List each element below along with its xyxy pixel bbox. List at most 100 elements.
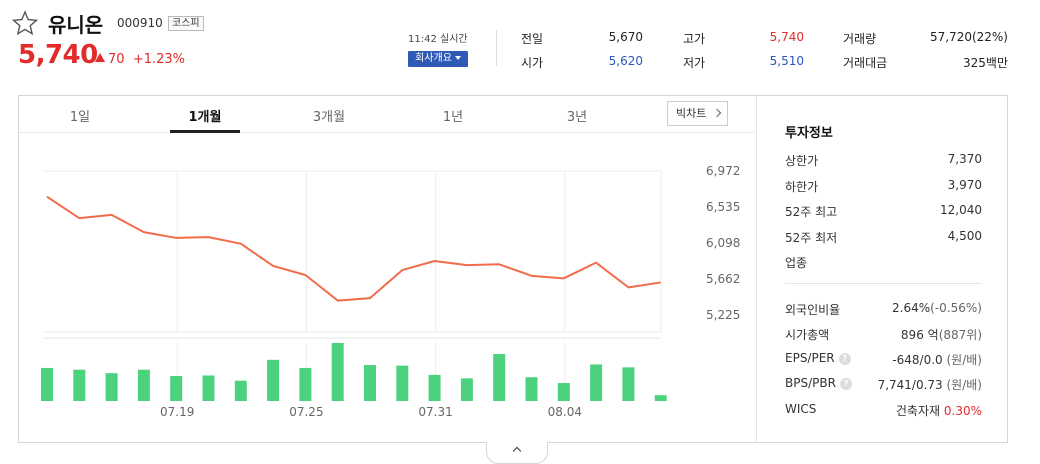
invest-label-wics: WICS [785, 402, 817, 416]
big-chart-button[interactable]: 빅차트 [667, 101, 728, 126]
price-line [46, 195, 661, 302]
company-overview-button[interactable]: 회사개요 [408, 51, 468, 67]
divider [756, 96, 757, 442]
invest-value-lower-limit: 3,970 [947, 178, 982, 192]
summary-value-low: 5,510 [769, 54, 804, 68]
volume-bar [590, 364, 603, 401]
invest-value-52w-high: 12,040 [940, 203, 982, 217]
wics-change: 0.30% [943, 404, 982, 418]
divider [785, 283, 981, 284]
tab-1d[interactable]: 1일 [69, 110, 91, 125]
tab-1y[interactable]: 1년 [442, 110, 464, 125]
summary-value-high: 5,740 [769, 30, 804, 44]
volume-bar [331, 343, 344, 401]
price-change: 70 +1.23% [95, 52, 185, 67]
invest-label-foreign-ratio: 외국인비율 [785, 303, 841, 317]
stock-code: 000910 [117, 16, 163, 30]
invest-value-upper-limit: 7,370 [947, 152, 982, 166]
invest-label-upper-limit: 상한가 [785, 154, 819, 168]
bps-pbr-unit: (원/배) [942, 378, 983, 392]
market-cap-main: 896 억 [900, 328, 939, 342]
invest-label-lower-limit: 하한가 [785, 180, 819, 194]
bps-pbr-label: BPS/PBR [785, 376, 836, 390]
divider [496, 30, 497, 66]
volume-bar [137, 369, 150, 401]
up-triangle-icon [95, 53, 105, 62]
company-overview-label: 회사개요 [415, 53, 452, 64]
x-tick-label: 07.31 [418, 405, 452, 419]
x-tick-label: 07.25 [289, 405, 323, 419]
volume-bar [202, 375, 215, 401]
y-tick-label: 6,972 [706, 164, 740, 178]
star-outline-icon[interactable] [12, 10, 38, 36]
invest-label-bps-pbr: BPS/PBR? [785, 376, 852, 390]
invest-label-sector: 업종 [785, 256, 808, 270]
invest-label-52w-high: 52주 최고 [785, 205, 838, 219]
bps-pbr-main: 7,741/0.73 [877, 378, 943, 392]
volume-bar [428, 374, 441, 401]
y-tick-label: 5,662 [706, 272, 740, 286]
summary-value-prev: 5,670 [608, 30, 643, 44]
volume-bar [460, 378, 473, 401]
volume-bar [654, 395, 667, 401]
eps-per-unit: (원/배) [942, 353, 983, 367]
invest-label-52w-low: 52주 최저 [785, 231, 838, 245]
summary-label-high: 고가 [683, 32, 706, 46]
period-tabs: 1일 1개월 3개월 1년 3년 [19, 96, 755, 133]
big-chart-label: 빅차트 [676, 107, 707, 120]
volume-bar [234, 380, 247, 401]
y-tick-label: 6,535 [706, 200, 740, 214]
y-tick-label: 6,098 [706, 236, 740, 250]
volume-bar [557, 383, 570, 401]
invest-value-wics[interactable]: 건축자재 0.30% [896, 402, 982, 419]
change-percent: +1.23% [132, 52, 186, 67]
change-amount: 70 [108, 52, 125, 67]
collapse-toggle[interactable] [486, 442, 548, 464]
volume-bar [170, 376, 183, 401]
volume-bar [41, 367, 53, 401]
x-tick-label: 07.19 [160, 405, 194, 419]
invest-value-52w-low: 4,500 [947, 229, 982, 243]
tab-1m[interactable]: 1개월 [188, 110, 222, 125]
volume-bar [299, 367, 312, 401]
eps-per-label: EPS/PER [785, 351, 835, 365]
invest-label-eps-per: EPS/PER? [785, 351, 851, 365]
caret-down-icon [454, 56, 461, 60]
foreign-ratio-main: 2.64% [892, 301, 931, 315]
summary-label-open: 시가 [521, 56, 544, 70]
wics-sector: 건축자재 [895, 404, 941, 418]
realtime-timestamp: 11:42 실시간 [408, 34, 468, 45]
stock-name: 유니온 [48, 13, 104, 37]
current-price: 5,740 [18, 40, 98, 70]
chevron-up-icon [512, 446, 522, 456]
foreign-ratio-sub: (-0.56%) [930, 301, 982, 315]
x-tick-label: 08.04 [548, 405, 582, 419]
summary-label-low: 저가 [683, 56, 706, 70]
invest-value-market-cap: 896 억(887위) [901, 326, 982, 343]
tab-3y[interactable]: 3년 [566, 110, 588, 125]
y-tick-label: 5,225 [706, 308, 740, 322]
tab-3m[interactable]: 3개월 [312, 110, 346, 125]
help-icon[interactable]: ? [838, 353, 851, 365]
eps-per-main: -648/0.0 [892, 353, 943, 367]
volume-bar [73, 369, 86, 401]
summary-label-volume: 거래량 [843, 32, 877, 46]
volume-bar [364, 365, 376, 401]
summary-label-amount: 거래대금 [843, 56, 888, 70]
active-tab-indicator [170, 130, 240, 133]
chevron-right-icon [712, 108, 722, 118]
market-cap-rank: (887위) [938, 328, 982, 342]
invest-value-bps-pbr: 7,741/0.73 (원/배) [878, 376, 982, 393]
help-icon[interactable]: ? [839, 378, 852, 390]
summary-label-prev: 전일 [521, 32, 544, 46]
volume-bar [396, 365, 409, 401]
price-volume-chart: 07.19 07.25 07.31 08.04 6,972 6,535 6,098 5,662… [41, 164, 740, 419]
summary-value-volume: 57,720(22%) [929, 30, 1008, 44]
market-badge: 코스피 [168, 16, 204, 31]
invest-value-eps-per: -648/0.0 (원/배) [892, 351, 982, 368]
summary-value-open: 5,620 [608, 54, 643, 68]
volume-bar [267, 359, 280, 401]
invest-label-market-cap: 시가총액 [785, 328, 830, 342]
volume-bar [622, 367, 635, 401]
volume-bar [493, 354, 506, 401]
